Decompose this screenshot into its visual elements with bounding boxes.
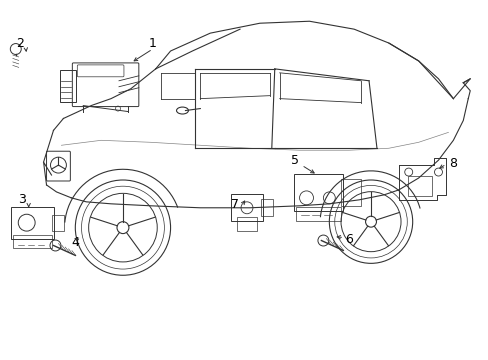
Text: 8: 8: [448, 157, 456, 170]
Text: 1: 1: [148, 37, 156, 50]
Text: 3: 3: [18, 193, 25, 206]
Text: 6: 6: [345, 233, 352, 246]
Text: 2: 2: [16, 37, 23, 50]
Text: 5: 5: [290, 154, 298, 167]
Text: 7: 7: [231, 198, 239, 211]
Text: 4: 4: [71, 236, 79, 249]
